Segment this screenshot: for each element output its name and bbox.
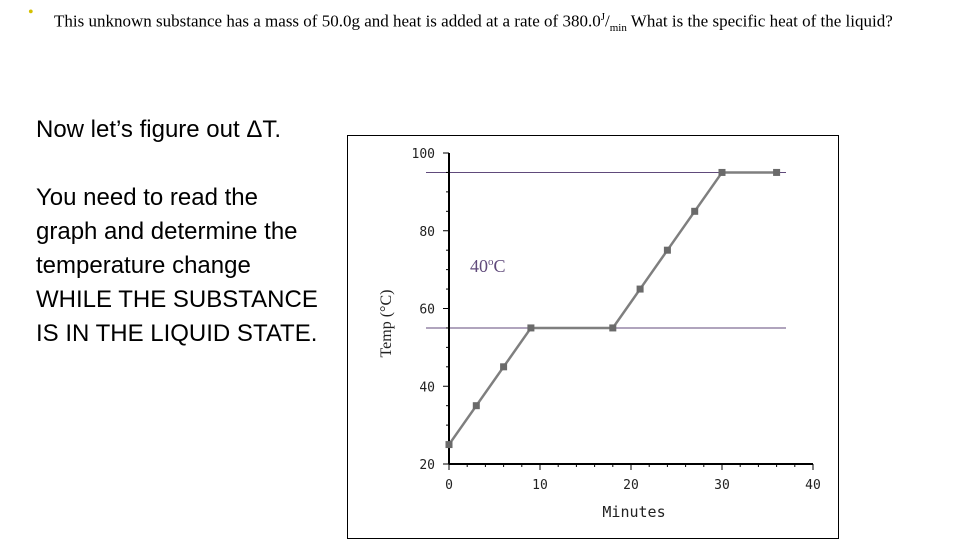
data-point [445,441,453,449]
data-point [691,207,699,215]
instructions: Now let’s figure out ΔT. You need to rea… [36,113,326,385]
instruction-2: You need to read the graph and determine… [36,184,318,347]
y-tick-label: 60 [419,303,435,318]
heating-curve-chart: 20 40 60 80 100 0 10 20 30 40 Minutes Temp (°C) 4… [347,135,839,539]
y-tick-label: 20 [419,458,435,473]
x-tick-label: 10 [532,478,548,493]
problem-text-1: This unknown substance has a mass of 50.… [54,11,601,31]
x-axis-label: Minutes [602,503,665,521]
data-point [636,285,644,293]
problem-text-2: What is the specific heat of the liquid? [626,11,893,31]
y-tick-label: 80 [419,225,435,240]
chart-svg: 20 40 60 80 100 0 10 20 30 40 Minutes Temp (°C) 4… [378,147,821,521]
x-tick-label: 20 [623,478,639,493]
y-axis-label: Temp (°C) [378,290,395,358]
data-point [609,324,617,332]
unit-separator: / [604,11,610,31]
data-point [773,168,781,176]
unit-denominator: min [609,22,627,35]
problem-statement: This unknown substance has a mass of 50.… [54,6,934,39]
y-tick-label: 40 [419,380,435,395]
data-point [500,363,508,371]
instruction-1: Now let’s figure out ΔT. [36,116,282,143]
unit-numerator: J [600,11,605,23]
x-tick-label: 0 [445,478,453,493]
bullet-icon: • [28,4,34,21]
delta-t-annotation: 40oC [470,256,506,276]
data-point [718,168,726,176]
data-point [472,402,480,410]
y-tick-label: 100 [412,147,435,162]
annotation-unit: C [494,256,506,276]
x-tick-label: 40 [805,478,821,493]
annotation-degree: o [488,256,494,268]
annotation-value: 40 [470,256,488,276]
x-tick-label: 30 [714,478,730,493]
data-point [527,324,535,332]
series-line [447,171,777,446]
data-point [663,246,671,254]
